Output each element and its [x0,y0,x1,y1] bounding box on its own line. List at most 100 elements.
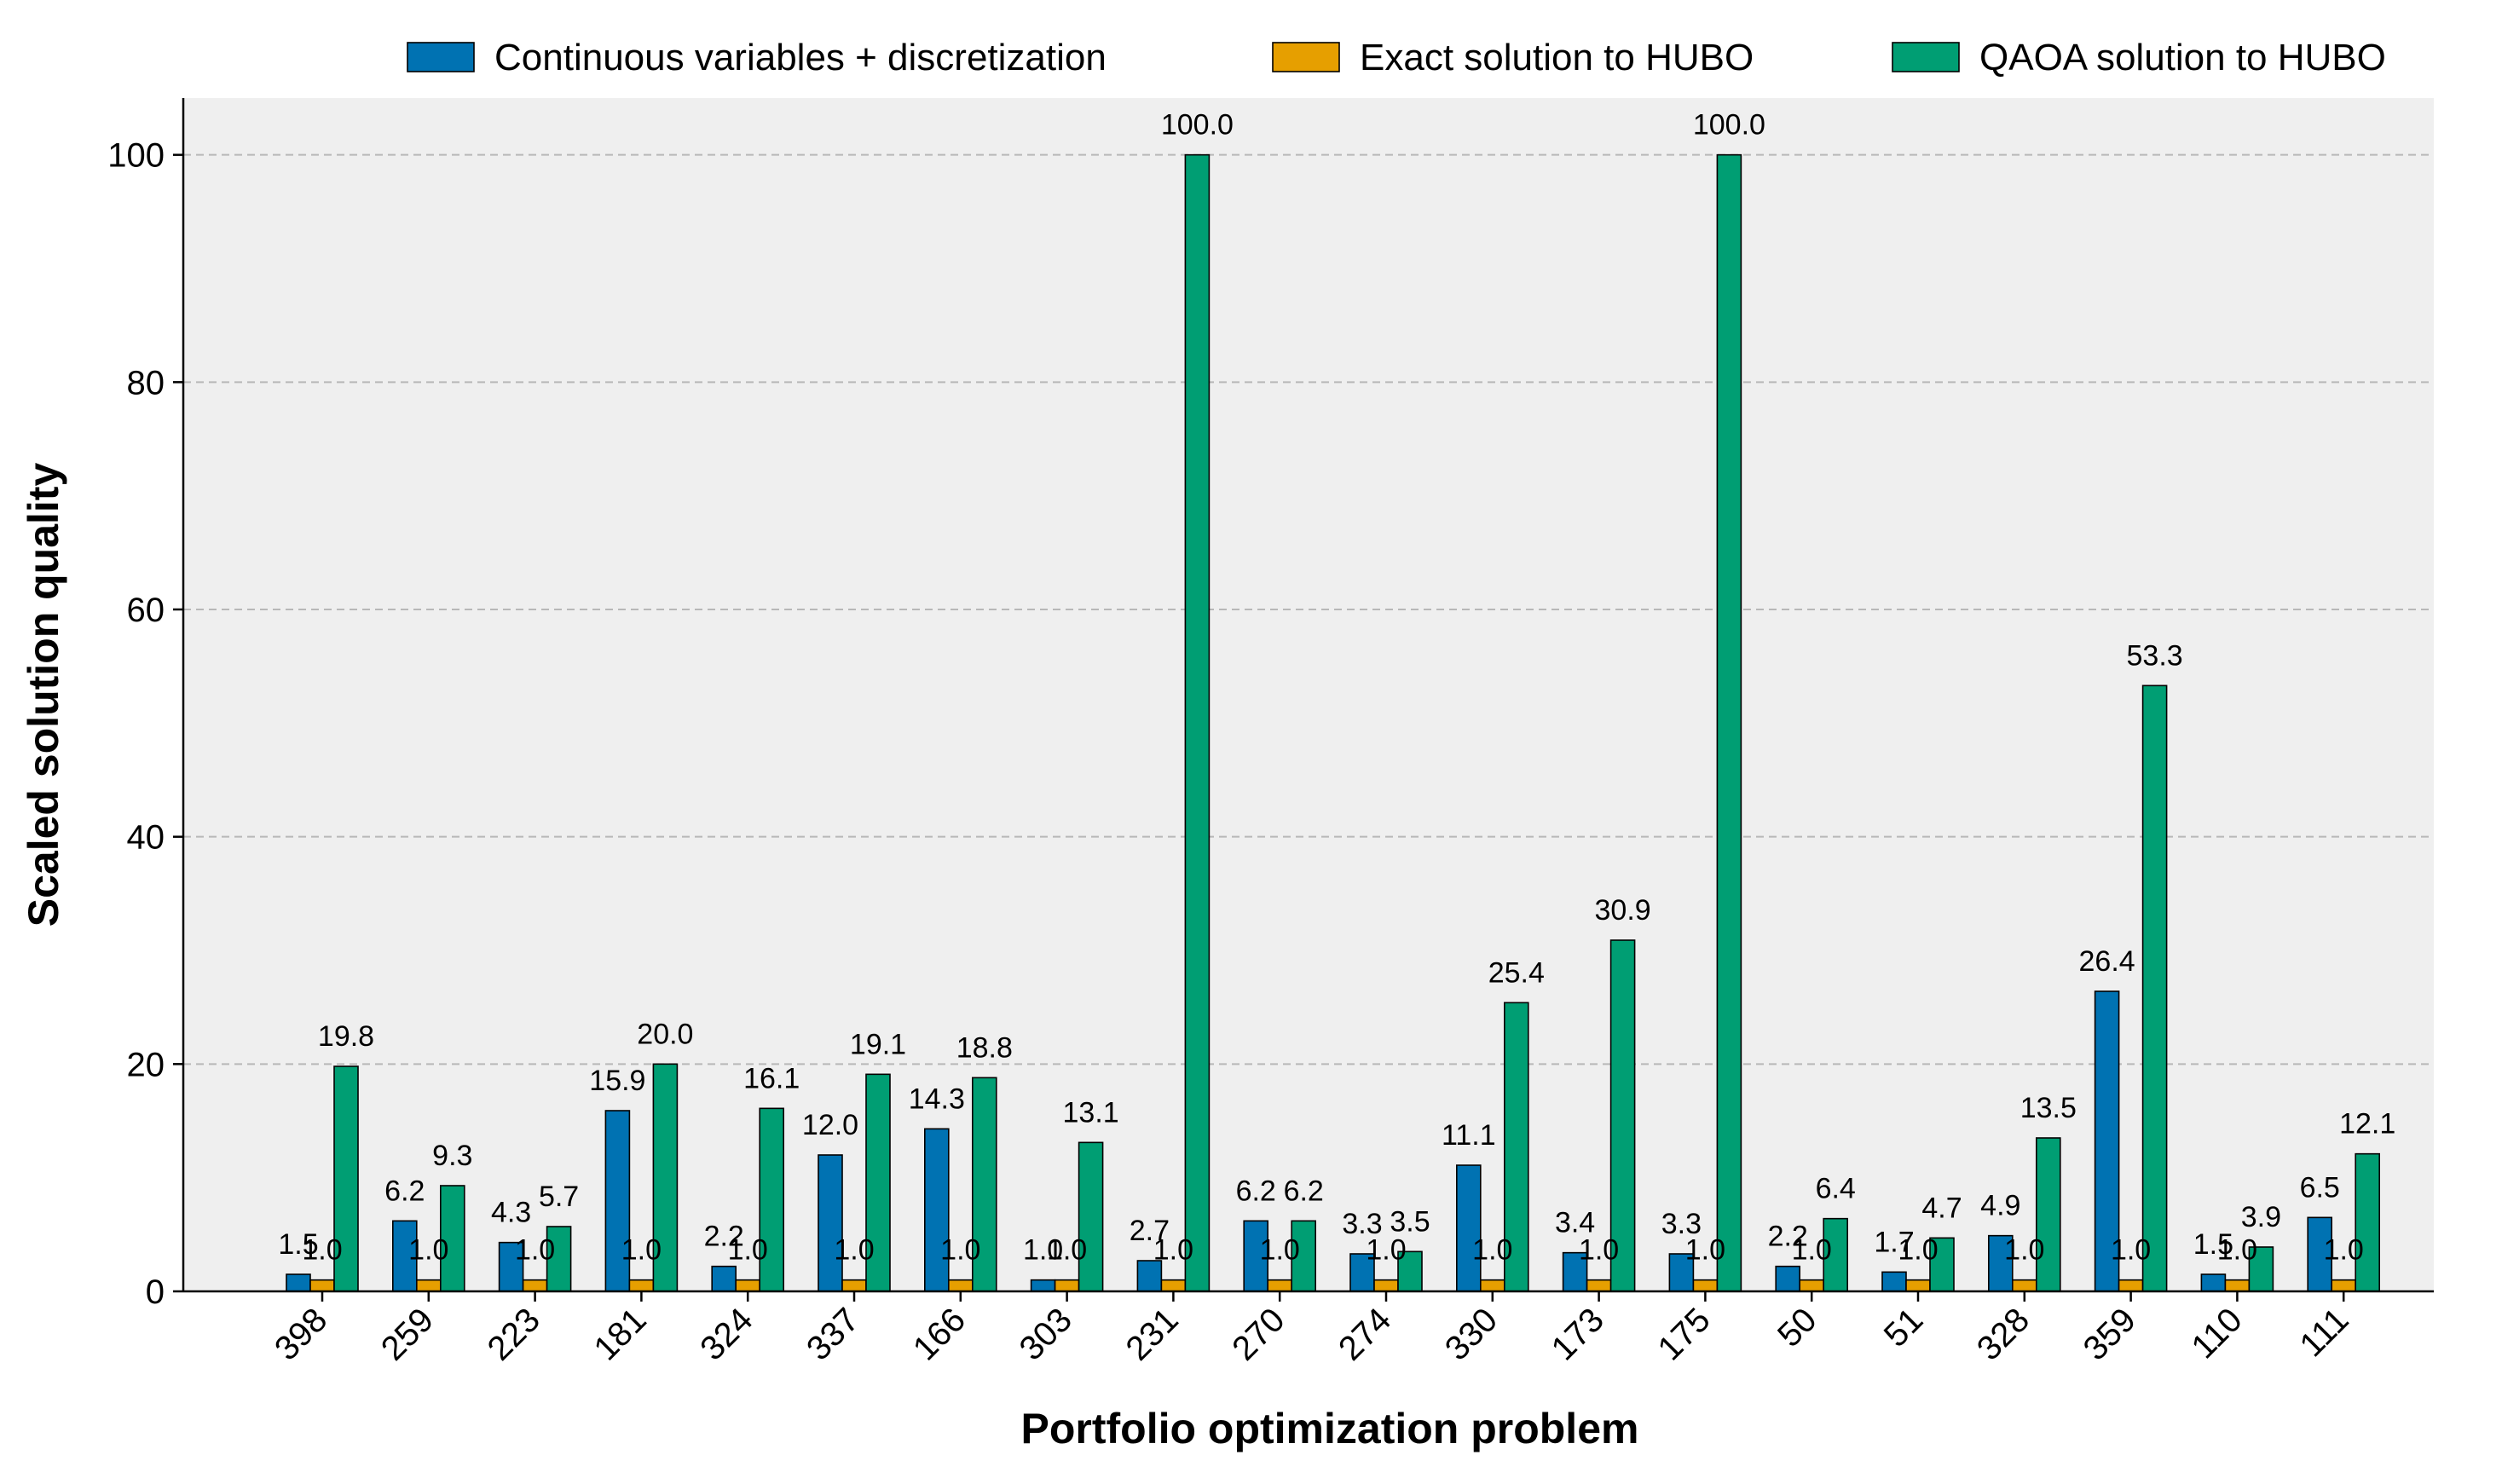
y-tick-label: 0 [146,1273,165,1311]
data-label: 3.5 [1390,1205,1430,1238]
data-label: 1.0 [1472,1234,1512,1267]
bar [1184,153,1211,1292]
data-label: 100.0 [1693,109,1765,141]
data-label: 1.0 [1792,1234,1832,1267]
bar [865,1073,891,1292]
data-label: 6.5 [2300,1171,2340,1204]
data-label: 1.0 [1366,1234,1406,1267]
bar [415,1279,442,1292]
data-label: 12.1 [2339,1108,2395,1140]
data-label: 19.8 [318,1020,374,1053]
data-label: 1.0 [2111,1234,2151,1267]
data-label: 1.0 [515,1234,555,1267]
data-label: 1.0 [302,1234,342,1267]
x-tick-label: 231 [1118,1301,1185,1367]
x-tick-label: 175 [1650,1301,1717,1367]
legend-label: QAOA solution to HUBO [1979,37,2386,78]
data-label: 1.0 [1023,1234,1063,1267]
data-label: 1.0 [408,1234,448,1267]
data-label: 1.0 [940,1234,980,1267]
bar [2248,1246,2274,1292]
bar [286,1273,311,1292]
bar [924,1128,950,1292]
bar [1692,1279,1719,1292]
data-label: 1.0 [834,1234,874,1267]
bar [333,1065,359,1292]
x-tick-label: 259 [374,1301,441,1367]
bar [2012,1279,2037,1292]
data-label: 1.0 [1685,1234,1725,1267]
data-label: 26.4 [2079,945,2135,978]
x-tick-label: 270 [1225,1301,1291,1367]
data-label: 12.0 [802,1109,858,1141]
data-label: 4.7 [1921,1192,1962,1224]
bar [1609,939,1636,1292]
x-tick-label: 337 [800,1301,866,1367]
data-label: 14.3 [909,1083,965,1115]
bar [711,1265,737,1292]
data-labels-layer: 1.56.24.315.92.212.014.31.02.76.23.311.1… [278,109,2395,1267]
bar [1988,1234,2014,1292]
bar [1136,1260,1163,1292]
data-label: 2.2 [704,1221,744,1253]
data-label: 1.0 [2217,1234,2257,1267]
bar [309,1279,335,1292]
data-label: 1.0 [1047,1234,1087,1267]
y-tick-label: 40 [127,819,165,857]
data-label: 1.0 [1579,1234,1619,1267]
bar [498,1241,524,1292]
x-tick-label: 181 [586,1301,653,1367]
legend: Continuous variables + discretization Exa… [407,37,2386,78]
data-label: 19.1 [850,1028,906,1060]
data-label: 1.0 [728,1234,768,1267]
bar [2036,1137,2061,1292]
data-label: 16.1 [743,1062,800,1094]
bar [2224,1279,2251,1292]
legend-swatch [1892,42,1960,72]
x-tick-label: 303 [1013,1301,1079,1367]
x-tick-label: 328 [1970,1301,2037,1367]
data-label: 53.3 [2127,639,2183,672]
data-label: 3.4 [1555,1207,1595,1239]
x-tick-label: 50 [1771,1301,1824,1354]
bar [948,1279,974,1292]
bar [1373,1279,1399,1292]
x-tick-label: 110 [2185,1301,2250,1366]
data-label: 13.5 [2020,1092,2077,1124]
data-label: 1.5 [278,1228,318,1261]
y-axis-title: Scaled solution quality [20,463,67,927]
bar [652,1063,679,1292]
bar [2141,684,2168,1292]
y-tick-label: 20 [127,1046,165,1083]
y-tick-label: 60 [127,592,165,629]
data-label: 100.0 [1161,109,1234,141]
data-label: 3.3 [1342,1208,1382,1240]
bar [1267,1279,1292,1292]
data-label: 1.0 [621,1234,662,1267]
legend-swatch [1272,42,1340,72]
bar [1799,1279,1824,1292]
data-label: 15.9 [589,1065,645,1097]
bar [1905,1279,1931,1292]
bar [1480,1279,1505,1292]
x-tick-label: 166 [906,1301,973,1367]
x-tick-label: 111 [2292,1301,2355,1364]
bar [818,1154,843,1292]
data-label: 1.0 [1260,1234,1300,1267]
bar [2200,1273,2227,1292]
plot-area [183,98,2434,1291]
data-label: 3.9 [2241,1201,2281,1233]
data-label: 13.1 [1063,1096,1119,1129]
bar [522,1279,548,1292]
bar [1054,1279,1080,1292]
data-label: 2.7 [1130,1215,1170,1247]
data-label: 2.2 [1768,1221,1808,1253]
data-label: 1.0 [1898,1234,1938,1267]
bar [2118,1279,2144,1292]
bar [2355,1152,2380,1292]
legend-label: Continuous variables + discretization [494,37,1107,78]
data-label: 4.3 [491,1197,531,1229]
bar [1775,1265,1800,1292]
